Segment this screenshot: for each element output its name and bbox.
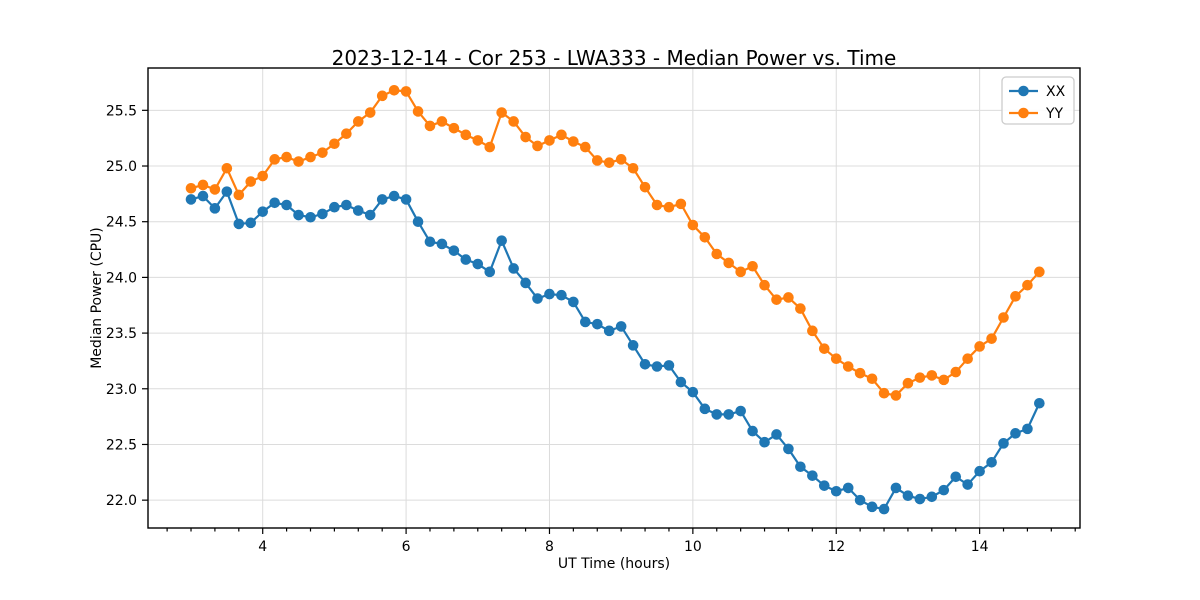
- svg-text:22.5: 22.5: [106, 437, 137, 453]
- svg-text:25.5: 25.5: [106, 103, 137, 119]
- svg-text:4: 4: [258, 539, 267, 555]
- tick-labels: 4 6 8 10 12 14 22.0 22.5 23.0 23.5 24.0 24.5 25.0 25.…: [106, 103, 989, 555]
- svg-text:12: 12: [827, 539, 845, 555]
- plot-border: [147, 67, 1081, 529]
- svg-text:10: 10: [684, 539, 702, 555]
- svg-text:8: 8: [545, 539, 554, 555]
- grid-lines: [148, 68, 1080, 528]
- series-xx: [185, 186, 1045, 515]
- svg-text:23.0: 23.0: [106, 382, 137, 398]
- svg-text:6: 6: [402, 539, 411, 555]
- legend-label-xx: XX: [1046, 84, 1066, 100]
- chart-title: 2023-12-14 - Cor 253 - LWA333 - Median P…: [331, 46, 897, 70]
- svg-text:22.0: 22.0: [106, 493, 137, 509]
- svg-text:14: 14: [971, 539, 989, 555]
- legend-label-yy: YY: [1045, 106, 1064, 122]
- axis-ticks: [142, 109, 1076, 534]
- svg-text:24.0: 24.0: [106, 270, 137, 286]
- svg-text:24.5: 24.5: [106, 215, 137, 231]
- legend: XX YY: [1001, 76, 1075, 125]
- series-yy: [185, 84, 1045, 401]
- svg-text:23.5: 23.5: [106, 326, 137, 342]
- svg-text:25.0: 25.0: [106, 159, 137, 175]
- x-axis-label: UT Time (hours): [557, 556, 671, 572]
